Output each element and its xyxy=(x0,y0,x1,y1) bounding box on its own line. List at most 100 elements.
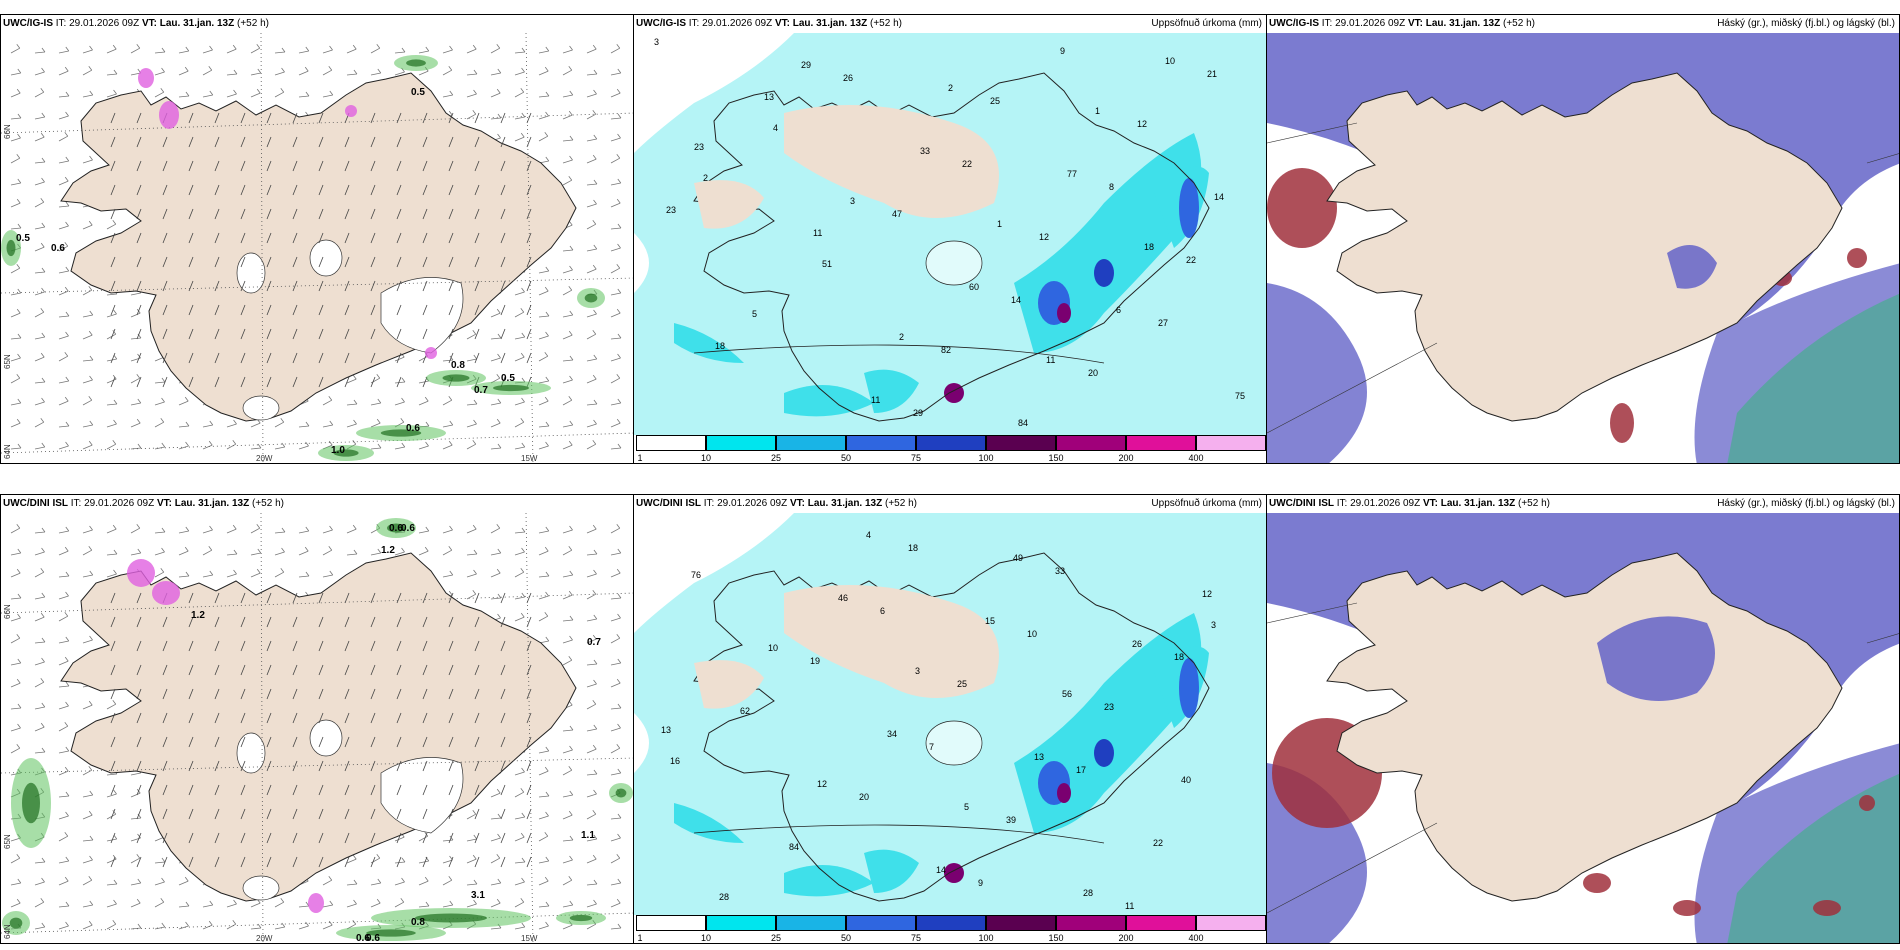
wind-barb xyxy=(240,808,246,820)
precip-value-label: 60 xyxy=(969,282,979,292)
wind-barb-flag xyxy=(617,443,622,449)
wind-barb-flag xyxy=(593,834,598,840)
precip-value-label: 2 xyxy=(899,332,904,342)
wind-barb xyxy=(344,256,350,268)
wind-barb xyxy=(448,136,454,148)
wind-value-label: 0.7 xyxy=(474,385,488,396)
wind-barb xyxy=(586,358,597,362)
wind-barb xyxy=(162,304,168,316)
wind-value-label: 1.1 xyxy=(581,830,595,841)
wind-barb-flag xyxy=(161,67,165,73)
latitude-line xyxy=(1,592,633,614)
wind-barb xyxy=(34,311,44,318)
wind-barb xyxy=(266,280,272,292)
wind-barb xyxy=(448,832,454,844)
wind-barb xyxy=(610,572,621,578)
wind-barb xyxy=(34,161,45,164)
wind-barb xyxy=(82,814,93,820)
wind-barb xyxy=(106,423,117,428)
wind-barb xyxy=(82,839,93,842)
wind-barb xyxy=(34,681,44,688)
wind-barb-flag xyxy=(449,570,454,576)
wind-barb xyxy=(240,232,246,244)
wind-barb-flag xyxy=(137,353,141,359)
wind-highlight-core xyxy=(333,449,359,457)
wind-barb-flag xyxy=(569,525,573,531)
wind-barb xyxy=(130,292,141,296)
wind-barb-flag xyxy=(89,525,93,531)
wind-barb xyxy=(562,749,573,754)
wind-barb xyxy=(162,856,168,868)
wind-barb xyxy=(214,136,220,148)
wind-barb-flag xyxy=(497,833,501,839)
wind-barb xyxy=(34,751,45,754)
wind-barb-flag xyxy=(568,875,573,881)
wind-barb xyxy=(10,597,21,600)
wind-barb xyxy=(610,927,621,930)
wind-barb xyxy=(178,70,189,76)
colorbar-tick-label: 150 xyxy=(1048,453,1064,463)
wind-barb xyxy=(610,267,620,274)
wind-barb-flag xyxy=(473,399,478,405)
wind-barb xyxy=(370,902,381,908)
wind-barb xyxy=(586,313,597,318)
wind-barb-flag xyxy=(161,857,166,863)
wind-barb-flag xyxy=(65,591,69,597)
wind-barb-flag xyxy=(112,44,117,50)
wind-barb xyxy=(610,857,620,864)
wind-barb xyxy=(586,183,597,186)
wind-barb xyxy=(586,248,597,252)
wind-barb xyxy=(514,531,525,534)
wind-barb xyxy=(344,712,350,724)
wind-barb-flag xyxy=(617,68,622,74)
wind-barb xyxy=(562,69,572,76)
glacier xyxy=(309,239,343,277)
wind-barb-flag xyxy=(617,178,622,184)
wind-barb-flag xyxy=(569,310,574,316)
wind-barb xyxy=(448,256,454,268)
wind-barb xyxy=(422,256,428,268)
wind-barb xyxy=(322,574,333,578)
wind-barb xyxy=(136,616,142,628)
wind-barb xyxy=(10,312,21,318)
wind-barb-flag xyxy=(113,69,118,75)
wind-barb-flag xyxy=(257,443,262,449)
wind-barb-flag xyxy=(136,43,141,49)
wind-barb-flag xyxy=(377,398,382,404)
coastline-south xyxy=(693,824,1105,844)
wind-barb-flag xyxy=(64,176,69,182)
mid-cloud-area xyxy=(1813,900,1841,916)
wind-barb-flag xyxy=(472,524,477,530)
wind-barb-flag xyxy=(521,767,525,773)
high-cloud-area xyxy=(1267,283,1367,463)
wind-barb xyxy=(154,531,165,534)
wind-barb xyxy=(110,856,116,868)
wind-barb xyxy=(34,706,45,710)
wind-barb xyxy=(292,160,298,172)
wind-barb-flag xyxy=(377,443,382,449)
wind-barb xyxy=(188,688,194,700)
wind-barb xyxy=(154,71,165,76)
colorbar-swatch xyxy=(1056,915,1126,931)
wind-barb xyxy=(318,136,324,148)
wind-barb xyxy=(318,736,324,748)
wind-barb xyxy=(422,808,428,820)
precip-value-label: 26 xyxy=(1132,639,1142,649)
wind-barb xyxy=(562,879,572,886)
wind-barb-flag xyxy=(521,877,525,883)
wind-barb-flag xyxy=(256,88,261,94)
precip-value-label: 34 xyxy=(887,729,897,739)
wind-barb xyxy=(610,902,621,908)
precip-map: 3252932211111845111336084776101426478225… xyxy=(634,33,1266,437)
wind-barb xyxy=(292,760,298,772)
wind-barb-flag xyxy=(449,420,454,426)
wind-barb xyxy=(136,160,142,172)
wind-barb-flag xyxy=(496,568,501,574)
wind-barb-flag xyxy=(112,919,117,925)
wind-barb-flag xyxy=(568,65,573,71)
wind-barb-flag xyxy=(592,109,597,115)
wind-barb xyxy=(82,424,93,428)
wind-barb-flag xyxy=(41,67,45,73)
wind-barb xyxy=(538,530,549,534)
